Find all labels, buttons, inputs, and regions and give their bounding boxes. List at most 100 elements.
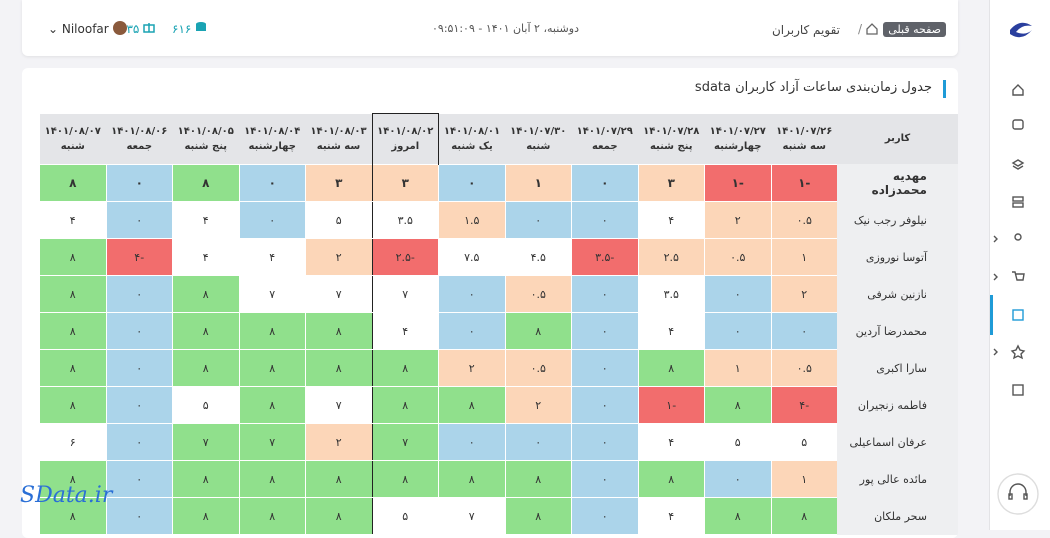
user-name: سحر ملکان bbox=[837, 497, 958, 535]
column-day: شنبه bbox=[526, 140, 551, 152]
table-row: مائده عالی پور ۱ ۰ ۸ ۰ ۸ ۸ ۸ ۸ ۸ ۸ ۰ ۸ bbox=[39, 460, 958, 498]
cell: ۴ bbox=[39, 201, 107, 239]
cell: ۷ bbox=[305, 275, 373, 313]
cell: ۰ bbox=[105, 423, 173, 461]
cell: -۳.۵ bbox=[571, 238, 639, 276]
cell: ۲ bbox=[770, 275, 838, 313]
cell: ۴ bbox=[172, 238, 240, 276]
column-date: ۱۴۰۱/۰۷/۲۶ bbox=[776, 125, 833, 137]
cell: ۴ bbox=[238, 238, 306, 276]
cell: ۸ bbox=[172, 497, 240, 535]
cell: ۸ bbox=[438, 386, 506, 424]
card-title: جدول زمان‌بندی ساعات آزاد کاربران sdata bbox=[694, 80, 932, 95]
cell: ۵ bbox=[770, 423, 838, 461]
breadcrumb-separator: / bbox=[857, 22, 862, 36]
cell: ۴.۵ bbox=[504, 238, 572, 276]
cell: ۰.۵ bbox=[504, 349, 572, 387]
cell: ۴ bbox=[371, 312, 439, 350]
cell: ۷ bbox=[172, 423, 240, 461]
cell: ۰ bbox=[105, 164, 173, 202]
cell: ۸ bbox=[371, 386, 439, 424]
column-header: ۱۴۰۱/۰۷/۲۸ پنج شنبه bbox=[638, 113, 705, 165]
cell: ۸ bbox=[238, 386, 306, 424]
user-name: فاطمه زنجیران bbox=[837, 386, 958, 424]
cell: ۸ bbox=[39, 164, 107, 202]
column-header: ۱۴۰۱/۰۸/۰۲ امروز bbox=[371, 113, 439, 165]
cell: ۰ bbox=[438, 312, 506, 350]
user-menu[interactable]: ⌄ Niloofar bbox=[48, 21, 127, 36]
cell: -۱ bbox=[704, 164, 772, 202]
table-row: آتوسا نوروزی ۱ ۰.۵ ۲.۵ -۳.۵ ۴.۵ ۷.۵ -۲.۵ ۲ ۴ ۴ -۴ ۸ bbox=[39, 238, 958, 276]
cell: ۵ bbox=[172, 386, 240, 424]
home-icon[interactable] bbox=[866, 23, 878, 35]
cell: ۸ bbox=[238, 497, 306, 535]
cell: ۰ bbox=[105, 312, 173, 350]
top-bar: صفحه قبلی تقویم کاربران / دوشنبه، ۲ آبان… bbox=[22, 0, 958, 56]
cell: ۰ bbox=[105, 201, 173, 239]
cell: ۸ bbox=[172, 164, 240, 202]
cell: ۰.۵ bbox=[770, 201, 838, 239]
cell: ۰ bbox=[704, 312, 772, 350]
cell: ۰ bbox=[105, 497, 173, 535]
cell: ۸ bbox=[39, 238, 107, 276]
column-header: ۱۴۰۱/۰۷/۲۶ سه شنبه bbox=[771, 113, 838, 165]
cell: ۷ bbox=[238, 423, 306, 461]
cell: ۸ bbox=[305, 312, 373, 350]
table-row: محمدرضا آردین ۰ ۰ ۴ ۰ ۸ ۰ ۴ ۸ ۸ ۸ ۰ ۸ bbox=[39, 312, 958, 350]
cell: ۰ bbox=[571, 349, 639, 387]
watermark: SData.ir bbox=[20, 483, 113, 508]
cell: ۲ bbox=[438, 349, 506, 387]
table-row: عرفان اسماعیلی ۵ ۵ ۴ ۰ ۰ ۰ ۷ ۲ ۷ ۷ ۰ ۶ bbox=[39, 423, 958, 461]
cell: ۰.۵ bbox=[770, 349, 838, 387]
header-row: کاربر ۱۴۰۱/۰۷/۲۶ سه شنبه ۱۴۰۱/۰۷/۲۷ چهارشنبه… bbox=[39, 113, 958, 165]
column-day: جمعه bbox=[591, 140, 618, 152]
cell: ۰.۵ bbox=[704, 238, 772, 276]
column-date: ۱۴۰۱/۰۸/۰۷ bbox=[44, 125, 101, 137]
table-row: فاطمه زنجیران -۴ ۸ -۱ ۰ ۲ ۸ ۸ ۷ ۸ ۵ ۰ ۸ bbox=[39, 386, 958, 424]
cell: -۱ bbox=[770, 164, 838, 202]
cell: ۳ bbox=[305, 164, 373, 202]
cell: ۸ bbox=[39, 460, 107, 498]
cell: ۵ bbox=[305, 201, 373, 239]
cell: ۸ bbox=[39, 349, 107, 387]
cell: ۰ bbox=[571, 201, 639, 239]
cell: ۷ bbox=[305, 386, 373, 424]
cell: ۸ bbox=[637, 460, 705, 498]
column-date: ۱۴۰۱/۰۸/۰۵ bbox=[177, 125, 234, 137]
cell: ۰ bbox=[571, 386, 639, 424]
back-button[interactable]: صفحه قبلی bbox=[883, 22, 946, 37]
username: Niloofar bbox=[61, 22, 109, 36]
table-row: سارا اکبری ۰.۵ ۱ ۸ ۰ ۰.۵ ۲ ۸ ۸ ۸ ۸ ۰ ۸ bbox=[39, 349, 958, 387]
cell: ۳ bbox=[637, 164, 705, 202]
breadcrumb[interactable]: تقویم کاربران bbox=[771, 23, 840, 37]
column-header: ۱۴۰۱/۰۸/۰۵ پنج شنبه bbox=[172, 113, 239, 165]
column-date: ۱۴۰۱/۰۸/۰۴ bbox=[244, 125, 301, 137]
column-day: پنج شنبه bbox=[184, 140, 228, 152]
user-name: سارا اکبری bbox=[837, 349, 958, 387]
cell: ۸ bbox=[504, 460, 572, 498]
column-header: ۱۴۰۱/۰۸/۰۱ یک شنبه bbox=[438, 113, 505, 165]
cell: ۰ bbox=[438, 164, 506, 202]
cell: ۰ bbox=[238, 164, 306, 202]
cell: ۳.۵ bbox=[371, 201, 439, 239]
cell: ۷.۵ bbox=[438, 238, 506, 276]
cell: ۰ bbox=[571, 164, 639, 202]
column-day: سه شنبه bbox=[316, 140, 361, 152]
cell: -۲.۵ bbox=[371, 238, 439, 276]
cell: ۰ bbox=[438, 275, 506, 313]
user-name: مائده عالی پور bbox=[837, 460, 958, 498]
user-name: آتوسا نوروزی bbox=[837, 238, 958, 276]
cell: ۰ bbox=[105, 349, 173, 387]
user-name: مهدیه محمدزاده bbox=[837, 164, 958, 202]
column-header: ۱۴۰۱/۰۸/۰۳ سه شنبه bbox=[305, 113, 372, 165]
cell: ۸ bbox=[504, 312, 572, 350]
cell: ۷ bbox=[371, 423, 439, 461]
user-name: نازنین شرفی bbox=[837, 275, 958, 313]
sidebar-icons bbox=[990, 22, 1039, 515]
table-row: سحر ملکان ۸ ۸ ۴ ۰ ۸ ۷ ۵ ۸ ۸ ۸ ۰ ۸ bbox=[39, 497, 958, 535]
cell: ۸ bbox=[39, 275, 107, 313]
cell: ۸ bbox=[172, 275, 240, 313]
cell: ۷ bbox=[371, 275, 439, 313]
gift-icon bbox=[143, 23, 155, 33]
